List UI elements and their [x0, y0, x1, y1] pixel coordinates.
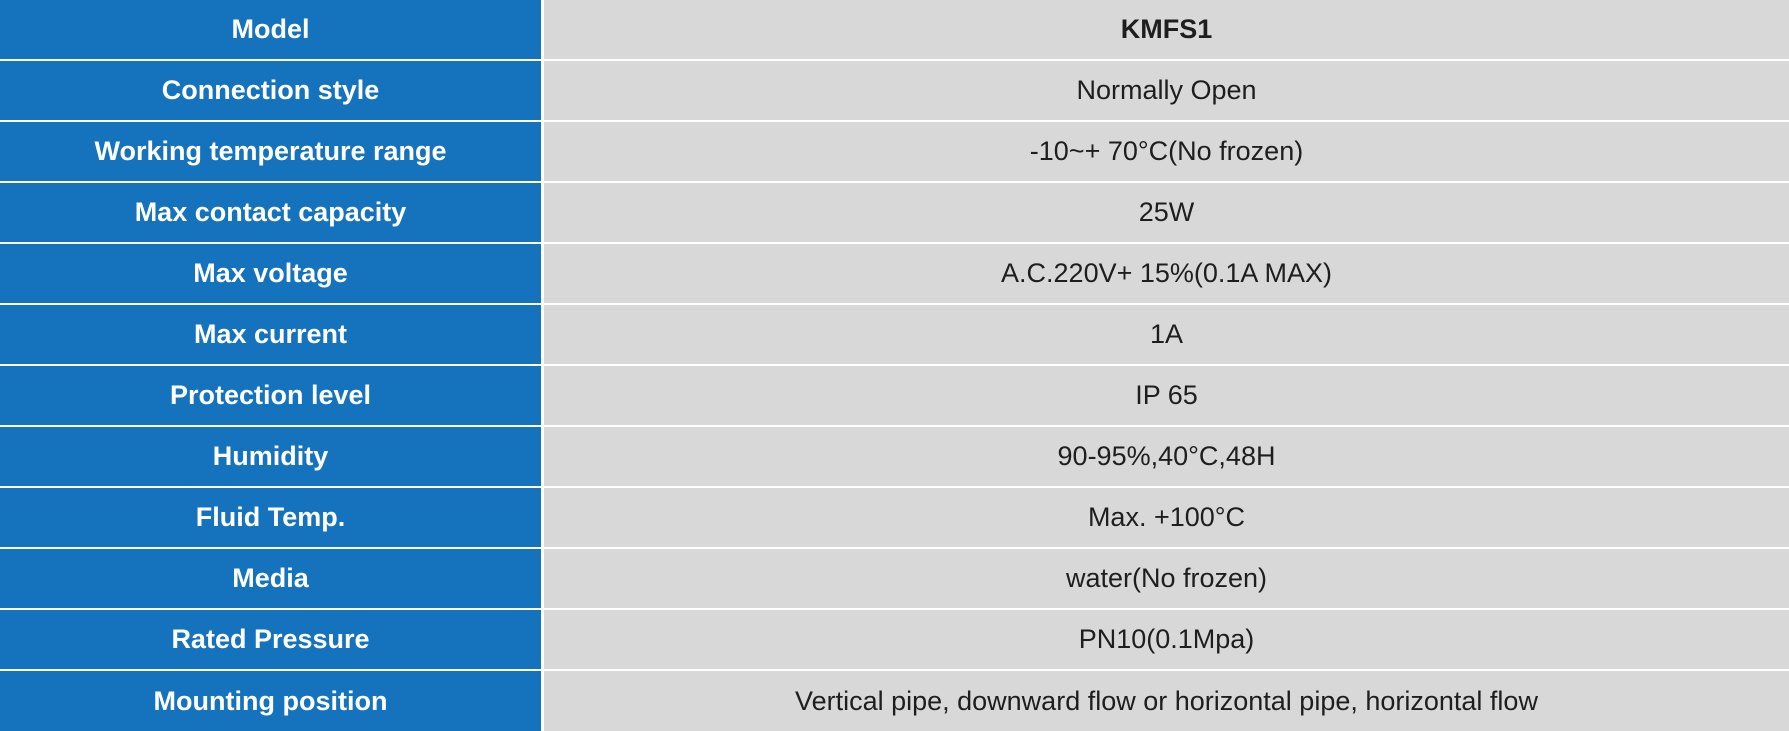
spec-value: 25W — [543, 182, 1789, 243]
spec-row-max-contact-capacity: Max contact capacity 25W — [0, 182, 1789, 243]
spec-row-mounting-position: Mounting position Vertical pipe, downwar… — [0, 670, 1789, 731]
spec-label: Max voltage — [0, 243, 543, 304]
spec-row-rated-pressure: Rated Pressure PN10(0.1Mpa) — [0, 609, 1789, 670]
spec-value: IP 65 — [543, 365, 1789, 426]
spec-value: 1A — [543, 304, 1789, 365]
spec-value: Vertical pipe, downward flow or horizont… — [543, 670, 1789, 731]
spec-label: Max contact capacity — [0, 182, 543, 243]
spec-row-media: Media water(No frozen) — [0, 548, 1789, 609]
spec-row-working-temperature: Working temperature range -10~+ 70°C(No … — [0, 121, 1789, 182]
spec-row-humidity: Humidity 90-95%,40°C,48H — [0, 426, 1789, 487]
spec-label: Connection style — [0, 60, 543, 121]
spec-label: Rated Pressure — [0, 609, 543, 670]
spec-row-max-current: Max current 1A — [0, 304, 1789, 365]
spec-value: A.C.220V+ 15%(0.1A MAX) — [543, 243, 1789, 304]
spec-label: Max current — [0, 304, 543, 365]
spec-value: Max. +100°C — [543, 487, 1789, 548]
spec-label: Media — [0, 548, 543, 609]
spec-row-max-voltage: Max voltage A.C.220V+ 15%(0.1A MAX) — [0, 243, 1789, 304]
spec-row-protection-level: Protection level IP 65 — [0, 365, 1789, 426]
spec-label: Working temperature range — [0, 121, 543, 182]
spec-value: KMFS1 — [543, 0, 1789, 60]
spec-label: Mounting position — [0, 670, 543, 731]
spec-row-fluid-temp: Fluid Temp. Max. +100°C — [0, 487, 1789, 548]
spec-label: Fluid Temp. — [0, 487, 543, 548]
spec-value: PN10(0.1Mpa) — [543, 609, 1789, 670]
spec-row-connection-style: Connection style Normally Open — [0, 60, 1789, 121]
spec-value: -10~+ 70°C(No frozen) — [543, 121, 1789, 182]
spec-row-model: Model KMFS1 — [0, 0, 1789, 60]
spec-value: Normally Open — [543, 60, 1789, 121]
spec-label: Protection level — [0, 365, 543, 426]
spec-value: water(No frozen) — [543, 548, 1789, 609]
spec-value: 90-95%,40°C,48H — [543, 426, 1789, 487]
spec-label: Model — [0, 0, 543, 60]
spec-label: Humidity — [0, 426, 543, 487]
